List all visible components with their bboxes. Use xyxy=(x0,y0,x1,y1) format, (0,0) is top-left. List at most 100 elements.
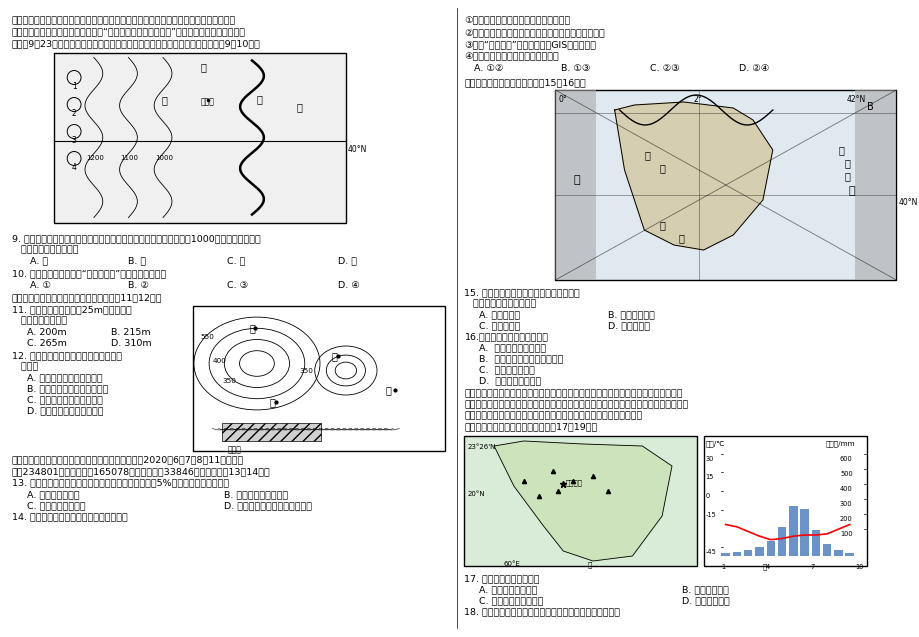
Bar xyxy=(789,506,797,556)
Bar xyxy=(822,544,831,556)
Text: 9. 该社团有四名成员分别位于甲、乙、丙、丁四处，发现甲处附近有1000米等高线图其中一: 9. 该社团有四名成员分别位于甲、乙、丙、丁四处，发现甲处附近有1000米等高线… xyxy=(12,234,260,243)
Text: 地区的地形及气候资料图。据此完成17～19题。: 地区的地形及气候资料图。据此完成17～19题。 xyxy=(464,422,597,431)
Text: C. ②③: C. ②③ xyxy=(650,64,679,73)
Text: 16.关于图示半岛叙述正确的是: 16.关于图示半岛叙述正确的是 xyxy=(464,332,548,341)
Text: D.  沿岸有季节性洋流: D. 沿岸有季节性洋流 xyxy=(479,376,541,385)
Bar xyxy=(732,552,741,556)
Text: 40°N: 40°N xyxy=(347,145,367,154)
Text: B. 靠近销售市场: B. 靠近销售市场 xyxy=(681,585,728,594)
Text: ①餐饮、旅游、影视等行业疫情期间萧条: ①餐饮、旅游、影视等行业疫情期间萧条 xyxy=(464,16,570,25)
Text: A. 200m: A. 200m xyxy=(27,327,66,336)
Polygon shape xyxy=(494,441,671,561)
Text: 确诊234801人，累计治愈165078人，累计死亡33846人。据此回答13～14题。: 确诊234801人，累计治愈165078人，累计死亡33846人。据此回答13～… xyxy=(12,467,270,476)
Text: 60°E: 60°E xyxy=(504,561,520,567)
Text: 下图为我国某景区等高线地形图，据此完成11～12题。: 下图为我国某景区等高线地形图，据此完成11～12题。 xyxy=(12,294,162,303)
Text: 山: 山 xyxy=(658,220,664,230)
Bar xyxy=(720,553,729,556)
Bar xyxy=(777,527,786,556)
Text: C. 265m: C. 265m xyxy=(27,338,66,348)
Text: 地与乙地高差约为: 地与乙地高差约为 xyxy=(12,317,67,326)
Text: D. ②④: D. ②④ xyxy=(738,64,768,73)
Text: 海: 海 xyxy=(844,171,850,181)
Text: 18. 将加尔各答打造成印度纺织工业中心主要是依靠当地的: 18. 将加尔各答打造成印度纺织工业中心主要是依靠当地的 xyxy=(464,607,619,616)
Bar xyxy=(54,52,346,222)
Text: 甲: 甲 xyxy=(249,324,255,334)
Text: 15. 从甲海域到乙海域运输某种货物，走最: 15. 从甲海域到乙海域运输某种货物，走最 xyxy=(464,288,580,297)
Text: A. 人口老龄化严重: A. 人口老龄化严重 xyxy=(27,490,79,499)
Text: -15: -15 xyxy=(705,512,716,518)
Text: B. ①③: B. ①③ xyxy=(561,64,590,73)
Text: 7: 7 xyxy=(810,564,813,570)
Text: A. 麦哲伦海峡: A. 麦哲伦海峡 xyxy=(479,310,520,319)
Text: 加: 加 xyxy=(587,561,592,568)
Text: 600: 600 xyxy=(839,456,852,462)
Text: -45: -45 xyxy=(705,549,716,555)
Text: 550: 550 xyxy=(200,334,214,340)
Text: B.  半岛中部夏季盛行东北季风: B. 半岛中部夏季盛行东北季风 xyxy=(479,354,563,363)
Text: 处的成员，该处成员是: 处的成员，该处成员是 xyxy=(12,245,78,255)
Text: 100: 100 xyxy=(839,531,852,537)
Bar xyxy=(800,509,808,556)
Text: 山: 山 xyxy=(658,163,664,173)
Bar xyxy=(555,90,895,280)
Text: 脉: 脉 xyxy=(678,233,684,243)
Text: 下图所示区域位于我国东部，受天气影响，图中东和河河水时清时黄，当该河流量偏大、: 下图所示区域位于我国东部，受天气影响，图中东和河河水时清时黄，当该河流量偏大、 xyxy=(12,16,236,25)
Text: B. ②: B. ② xyxy=(129,280,149,289)
Text: 1100: 1100 xyxy=(120,155,139,161)
Bar xyxy=(192,306,444,450)
Text: 中: 中 xyxy=(844,158,850,168)
Text: 12. 某日一游客在甲处观察到的现象，可: 12. 某日一游客在甲处观察到的现象，可 xyxy=(12,352,121,361)
Text: D. 接近原料产地: D. 接近原料产地 xyxy=(681,596,729,605)
Text: 14. 关于疫情和其对意大利的影响，可能有: 14. 关于疫情和其对意大利的影响，可能有 xyxy=(12,513,128,522)
Text: 气温/℃: 气温/℃ xyxy=(705,440,724,447)
Bar xyxy=(811,530,819,556)
Text: 水色泛黄时，图中所示区域可观测到“白日依山尽，黄河入海流”的独特景象。某中学地理社: 水色泛黄时，图中所示区域可观测到“白日依山尽，黄河入海流”的独特景象。某中学地理… xyxy=(12,27,245,36)
Text: 加尔各答是印度东北非的商业和金融中心及重要港口，为西孟加拉邦省府。近年来，西: 加尔各答是印度东北非的商业和金融中心及重要港口，为西孟加拉邦省府。近年来，西 xyxy=(464,389,682,398)
Bar xyxy=(703,436,866,566)
Text: D. ④: D. ④ xyxy=(337,280,359,289)
Bar xyxy=(555,90,596,280)
Text: B. 前期对疫情认识不足: B. 前期对疫情认识不足 xyxy=(224,490,289,499)
Text: 短线路必须经过的海域是: 短线路必须经过的海域是 xyxy=(464,299,536,308)
Text: ③生成“疫情地图”，主要得益于GIS技术的发展: ③生成“疫情地图”，主要得益于GIS技术的发展 xyxy=(464,40,596,49)
Text: 30: 30 xyxy=(705,456,713,462)
Text: 1: 1 xyxy=(72,82,76,90)
Text: 42°N: 42°N xyxy=(846,95,865,104)
Text: 200: 200 xyxy=(839,516,852,522)
Text: 甲: 甲 xyxy=(573,175,579,185)
Text: C. 发现丙处位于海拔最低点: C. 发现丙处位于海拔最低点 xyxy=(27,396,102,404)
Text: 丁: 丁 xyxy=(269,397,276,408)
Text: 17. 印度工业分布的特点是: 17. 印度工业分布的特点是 xyxy=(464,574,539,583)
Text: 10. 在图中观测点观测到“白日依山尽”时，落日位于图中: 10. 在图中观测点观测到“白日依山尽”时，落日位于图中 xyxy=(12,269,166,278)
Bar xyxy=(845,553,853,556)
Text: B. 直布罗陀海峡: B. 直布罗陀海峡 xyxy=(607,310,654,319)
Text: 西: 西 xyxy=(643,150,650,160)
Text: 团成员9月23日来到图示区域开展研学活动，并选择好观测点进行观测。据此回答9～10题。: 团成员9月23日来到图示区域开展研学活动，并选择好观测点进行观测。据此回答9～1… xyxy=(12,39,260,48)
Text: 1: 1 xyxy=(720,564,725,570)
Text: 1000: 1000 xyxy=(155,155,173,161)
Text: 400: 400 xyxy=(839,486,852,492)
Text: A.  半岛西南部盛产葡萄: A. 半岛西南部盛产葡萄 xyxy=(479,343,546,352)
Text: 2: 2 xyxy=(72,108,76,117)
Text: C. 苏伊士运河: C. 苏伊士运河 xyxy=(479,321,520,330)
Text: 1200: 1200 xyxy=(85,155,104,161)
Text: 2°: 2° xyxy=(693,95,701,104)
Polygon shape xyxy=(614,102,772,250)
Text: B. 乙: B. 乙 xyxy=(129,257,146,266)
Text: 20°N: 20°N xyxy=(467,491,484,497)
Text: 读世界某区域示意图，据此回答15～16题。: 读世界某区域示意图，据此回答15～16题。 xyxy=(464,78,585,87)
Text: 3: 3 xyxy=(72,136,76,145)
Text: D. 风力较强，加快了病毒的传播: D. 风力较强，加快了病毒的传播 xyxy=(224,501,312,510)
Text: A. ①②: A. ①② xyxy=(474,64,504,73)
Text: 丙: 丙 xyxy=(385,385,391,396)
Text: C. 丙: C. 丙 xyxy=(227,257,245,266)
Text: 13. 前期意大利因新冠肺炎死亡人数较多，死亡率接近5%，下列不是其原因的是: 13. 前期意大利因新冠肺炎死亡人数较多，死亡率接近5%，下列不是其原因的是 xyxy=(12,478,229,487)
Text: B. 看到山顶处四周郁郁葱林立: B. 看到山顶处四周郁郁葱林立 xyxy=(27,385,108,394)
Bar xyxy=(222,422,321,441)
Bar xyxy=(834,550,842,556)
Text: 350: 350 xyxy=(299,368,313,373)
Bar xyxy=(766,541,774,556)
Text: 阳: 阳 xyxy=(256,94,263,104)
Text: 地: 地 xyxy=(838,145,844,155)
Text: 0: 0 xyxy=(705,493,709,499)
